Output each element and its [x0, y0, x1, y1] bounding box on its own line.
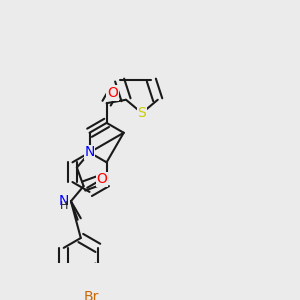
Text: H: H	[60, 201, 68, 211]
Text: O: O	[107, 86, 118, 100]
Text: N: N	[84, 146, 95, 160]
Text: Br: Br	[83, 290, 99, 300]
Text: N: N	[58, 194, 69, 208]
Text: S: S	[137, 106, 146, 120]
Text: O: O	[97, 172, 108, 186]
